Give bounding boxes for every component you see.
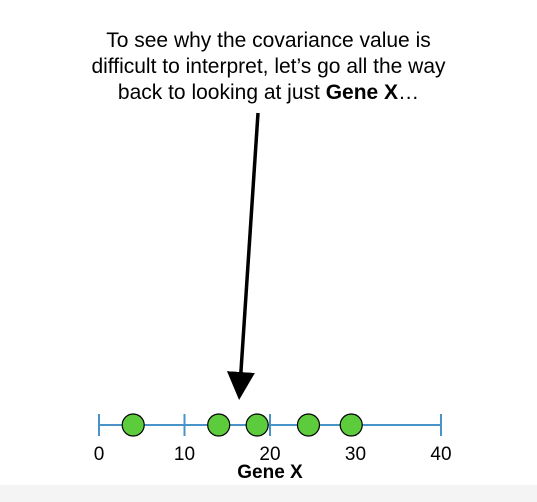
slide: To see why the covariance value is diffi… (0, 28, 537, 483)
caption-line-1: To see why the covariance value is (106, 29, 431, 52)
bottom-strip (0, 485, 537, 502)
tick-label: 20 (259, 444, 280, 465)
data-point (296, 413, 321, 437)
tick-label: 30 (345, 444, 366, 465)
caption-line-3-suffix: … (398, 81, 420, 104)
caption-line-2: difficult to interpret, let’s go all the… (91, 55, 446, 78)
pointer-arrow (226, 112, 260, 400)
axis-title: Gene X (237, 462, 303, 483)
data-point (339, 413, 363, 437)
data-point (245, 413, 269, 437)
tick-label: 10 (174, 444, 195, 465)
number-line-figure: 0 10 20 30 40 Gene X (94, 112, 452, 483)
tick-label: 40 (430, 444, 451, 465)
data-points (121, 413, 363, 437)
caption-text: To see why the covariance value is diffi… (0, 28, 537, 106)
caption-line-3: back to looking at just Gene X… (0, 80, 537, 106)
caption-line-3-prefix: back to looking at just (117, 81, 326, 104)
data-point (121, 413, 145, 437)
number-line-axis (98, 414, 442, 436)
tick-label: 0 (94, 444, 105, 465)
tick-labels: 0 10 20 30 40 (94, 444, 452, 465)
data-point (207, 413, 231, 437)
caption-gene-x-bold: Gene X (325, 81, 399, 104)
